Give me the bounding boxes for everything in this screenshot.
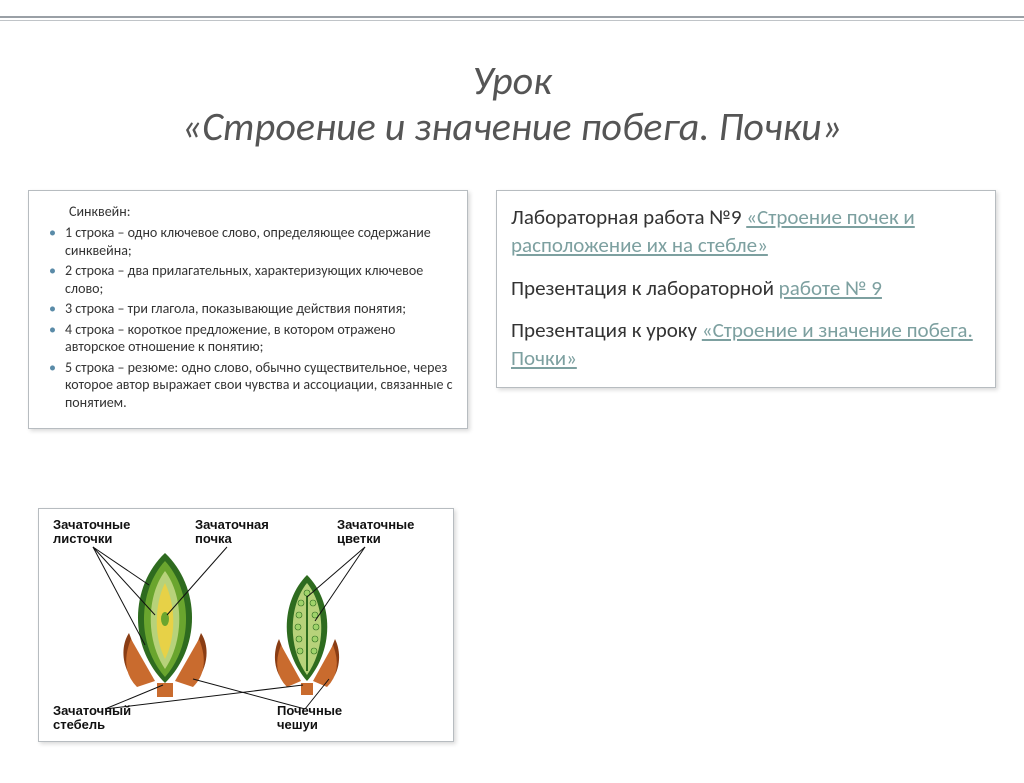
presentation-lab-line: Презентация к лабораторной работе № 9 bbox=[511, 274, 981, 302]
lab-work-line: Лабораторная работа №9 «Строение почек и… bbox=[511, 203, 981, 260]
synquain-heading: Синквейн: bbox=[69, 203, 453, 220]
bud-diagram: Зачаточные листочки Зачаточная почка Зач… bbox=[38, 508, 454, 742]
label-bud: Зачаточная bbox=[195, 517, 269, 532]
vegetative-bud bbox=[123, 553, 206, 697]
presentation-lesson-line: Презентация к уроку «Строение и значение… bbox=[511, 316, 981, 373]
svg-text:цветки: цветки bbox=[337, 531, 381, 546]
synquain-list: 1 строка – одно ключевое слово, определя… bbox=[43, 224, 453, 411]
list-item: 2 строка – два прилагательных, характери… bbox=[43, 262, 453, 297]
synquain-box: Синквейн: 1 строка – одно ключевое слово… bbox=[28, 190, 468, 429]
svg-text:стебель: стебель bbox=[53, 717, 105, 732]
list-item: 3 строка – три глагола, показывающие дей… bbox=[43, 300, 453, 318]
links-box: Лабораторная работа №9 «Строение почек и… bbox=[496, 190, 996, 388]
slide-title: Урок«Строение и значение побега. Почки» bbox=[40, 58, 984, 150]
svg-text:чешуи: чешуи bbox=[277, 717, 318, 732]
list-item: 5 строка – резюме: одно слово, обычно су… bbox=[43, 359, 453, 412]
list-item: 4 строка – короткое предложение, в котор… bbox=[43, 321, 453, 356]
slide: Урок«Строение и значение побега. Почки» … bbox=[0, 16, 1024, 783]
label-stem: Зачаточный bbox=[53, 703, 131, 718]
label-scales: Почечные bbox=[277, 703, 342, 718]
label-flowers: Зачаточные bbox=[337, 517, 414, 532]
generative-bud bbox=[275, 575, 339, 695]
presentation-lab-link[interactable]: работе № 9 bbox=[779, 275, 882, 301]
svg-text:почка: почка bbox=[195, 531, 233, 546]
svg-text:листочки: листочки bbox=[53, 531, 112, 546]
list-item: 1 строка – одно ключевое слово, определя… bbox=[43, 224, 453, 259]
top-divider bbox=[0, 16, 1024, 22]
label-leaflets: Зачаточные bbox=[53, 517, 130, 532]
